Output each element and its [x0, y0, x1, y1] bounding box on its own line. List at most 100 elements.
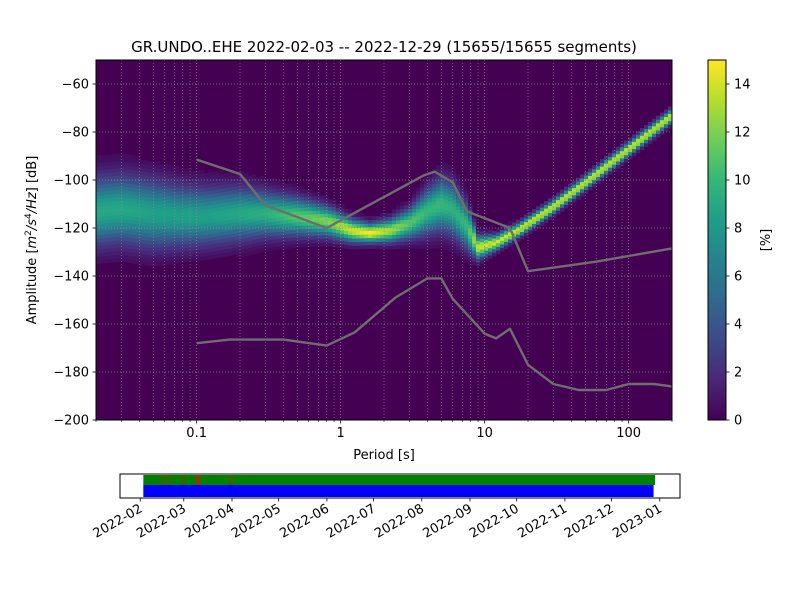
heatmap-cell — [184, 215, 189, 220]
heatmap-cell — [644, 139, 649, 144]
heatmap-cell — [176, 201, 181, 206]
heatmap-cell — [444, 181, 449, 186]
heatmap-cell — [648, 121, 653, 126]
heatmap-cell — [424, 230, 429, 235]
heatmap-cell — [240, 227, 245, 232]
heatmap-cell — [324, 213, 329, 218]
heatmap-cell — [428, 230, 433, 235]
heatmap-cell — [164, 199, 169, 204]
heatmap-cell — [136, 173, 141, 178]
y-axis: −60−80−100−120−140−160−180−200 — [53, 78, 96, 429]
heatmap-cell — [320, 217, 325, 222]
heatmap-cell — [108, 165, 113, 170]
heatmap-cell — [328, 210, 333, 215]
heatmap-cell — [556, 196, 561, 201]
heatmap-cell — [204, 227, 209, 232]
heatmap-cell — [640, 128, 645, 133]
heatmap-cell — [100, 234, 105, 239]
heatmap-cell — [256, 249, 261, 254]
heatmap-cell — [284, 187, 289, 192]
heatmap-cell — [420, 187, 425, 192]
heatmap-cell — [236, 246, 241, 251]
heatmap-cell — [324, 198, 329, 203]
heatmap-cell — [428, 212, 433, 217]
heatmap-cell — [264, 182, 269, 187]
heatmap-cell — [132, 194, 137, 199]
heatmap-cell — [616, 150, 621, 155]
heatmap-cell — [268, 232, 273, 237]
heatmap-cell — [436, 197, 441, 202]
heatmap-cell — [236, 185, 241, 190]
heatmap-cell — [348, 223, 353, 228]
colorbar-label: [%] — [759, 229, 774, 252]
heatmap-cell — [128, 194, 133, 199]
heatmap-cell — [120, 221, 125, 226]
heatmap-cell — [480, 227, 485, 232]
heatmap-cell — [168, 199, 173, 204]
heatmap-cell — [448, 211, 453, 216]
heatmap-cell — [232, 197, 237, 202]
heatmap-cell — [424, 209, 429, 213]
heatmap-cell — [432, 233, 437, 238]
heatmap-cell — [448, 215, 453, 220]
heatmap-cell — [608, 152, 613, 157]
heatmap-cell — [236, 203, 241, 208]
heatmap-cell — [116, 258, 121, 263]
heatmap-cell — [452, 167, 457, 172]
heatmap-cell — [124, 200, 129, 205]
heatmap-cell — [220, 217, 225, 222]
heatmap-cell — [272, 224, 277, 229]
heatmap-cell — [480, 252, 485, 257]
heatmap-cell — [360, 219, 365, 224]
heatmap-cell — [200, 245, 205, 250]
heatmap-cell — [160, 175, 165, 180]
heatmap-cell — [168, 177, 173, 182]
heatmap-cell — [124, 154, 129, 159]
heatmap-cell — [488, 251, 493, 256]
heatmap-cell — [96, 234, 101, 239]
heatmap-cell — [420, 241, 425, 246]
heatmap-cell — [132, 241, 137, 246]
heatmap-cell — [204, 180, 209, 185]
heatmap-cell — [660, 116, 665, 121]
heatmap-cell — [188, 239, 193, 244]
heatmap-cell — [188, 200, 193, 205]
heatmap-cell — [320, 231, 325, 236]
heatmap-cell — [328, 206, 333, 211]
heatmap-cell — [128, 169, 133, 174]
heatmap-cell — [140, 221, 145, 226]
heatmap-cell — [452, 217, 457, 222]
heatmap-cell — [96, 202, 101, 207]
heatmap-cell — [540, 221, 545, 226]
heatmap-cell — [132, 205, 137, 210]
heatmap-cell — [440, 229, 445, 234]
heatmap-cell — [112, 197, 117, 202]
heatmap-cell — [120, 160, 125, 165]
heatmap-cell — [344, 219, 349, 224]
heatmap-cell — [276, 199, 281, 204]
heatmap-cell — [288, 222, 293, 227]
heatmap-cell — [140, 250, 145, 255]
heatmap-cell — [596, 165, 601, 170]
heatmap-cell — [168, 184, 173, 189]
heatmap-cell — [168, 181, 173, 186]
heatmap-cell — [248, 233, 253, 238]
heatmap-cell — [148, 251, 153, 256]
heatmap-cell — [268, 243, 273, 248]
heatmap-cell — [128, 244, 133, 249]
heatmap-cell — [532, 227, 537, 232]
heatmap-cell — [308, 217, 313, 222]
heatmap-cell — [224, 252, 229, 257]
heatmap-cell — [152, 255, 157, 260]
heatmap-cell — [204, 252, 209, 257]
heatmap-cell — [624, 144, 629, 149]
heatmap-cell — [100, 230, 105, 235]
heatmap-cell — [460, 212, 465, 217]
heatmap-cell — [208, 233, 213, 238]
heatmap-cell — [376, 219, 381, 224]
heatmap-cell — [220, 199, 225, 204]
heatmap-cell — [652, 118, 657, 123]
heatmap-cell — [112, 211, 117, 216]
heatmap-cell — [304, 203, 309, 208]
heatmap-cell — [184, 240, 189, 245]
